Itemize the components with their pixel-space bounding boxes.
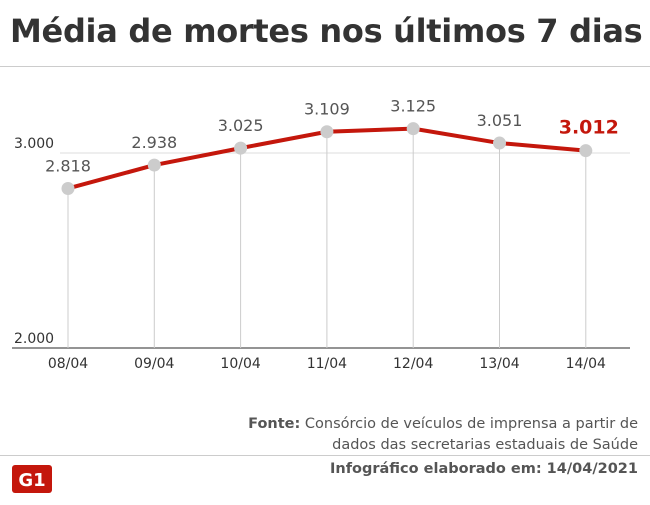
- x-tick-label: 14/04: [566, 356, 606, 372]
- source-note: Fonte: Consórcio de veículos de imprensa…: [218, 414, 638, 456]
- chart-title: Média de mortes nos últimos 7 dias: [10, 12, 643, 50]
- logo-text: G1: [18, 470, 45, 491]
- data-label: 3.051: [477, 111, 523, 130]
- footer-divider: [0, 455, 650, 456]
- data-point: [147, 158, 161, 172]
- credit-line: Infográfico elaborado em: 14/04/2021: [329, 461, 638, 477]
- x-tick-label: 11/04: [307, 356, 347, 372]
- data-point: [406, 122, 420, 136]
- data-point: [493, 136, 506, 150]
- data-label: 3.125: [390, 97, 436, 116]
- x-tick-label: 12/04: [393, 356, 433, 372]
- data-point: [234, 141, 248, 155]
- x-tick-label: 13/04: [479, 356, 519, 372]
- y-tick-label: 2.000: [14, 331, 54, 347]
- x-tick-label: 08/04: [48, 356, 88, 372]
- x-tick-label: 09/04: [134, 356, 174, 372]
- line-chart: 2.000 3.000 2.818 2.938 3.025 3.109 3.125 3.051…: [12, 97, 630, 372]
- data-point: [579, 144, 593, 158]
- data-label: 3.025: [218, 116, 264, 135]
- source-text: Consórcio de veículos de imprensa a part…: [304, 416, 638, 453]
- data-point: [61, 181, 75, 195]
- source-label: Fonte:: [248, 416, 301, 432]
- data-point: [320, 125, 334, 139]
- data-label: 2.938: [131, 133, 177, 152]
- data-label: 2.818: [45, 156, 91, 175]
- x-tick-label: 10/04: [220, 356, 260, 372]
- y-tick-label: 3.000: [14, 136, 54, 152]
- data-label: 3.109: [304, 100, 350, 119]
- title-divider: [0, 66, 650, 67]
- data-label-highlight: 3.012: [559, 117, 619, 139]
- g1-logo: G1: [12, 465, 52, 493]
